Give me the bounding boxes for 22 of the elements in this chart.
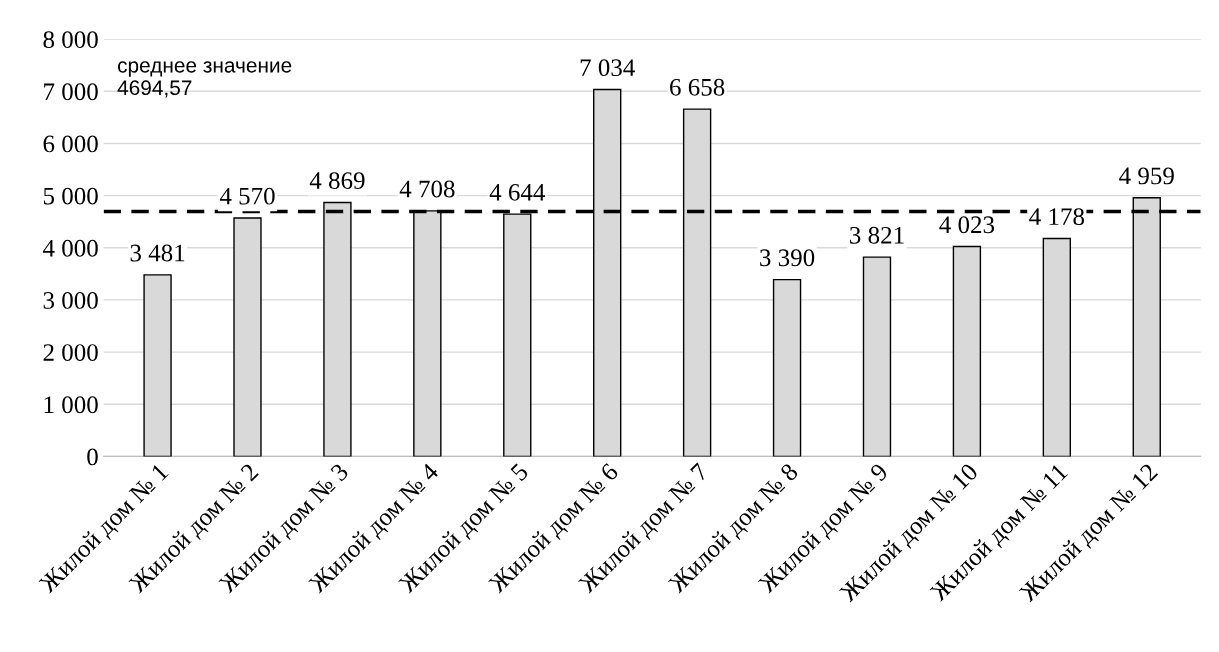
data-label: 4 959 bbox=[1119, 167, 1174, 185]
ref-line-label: среднее значение 4694,57 bbox=[117, 61, 292, 98]
y-tick-label: 4 000 bbox=[42, 239, 98, 257]
data-label: 4 869 bbox=[309, 172, 365, 190]
data-label: 6 658 bbox=[670, 78, 725, 96]
data-label: 7 034 bbox=[580, 59, 635, 77]
y-tick-label: 8 000 bbox=[43, 31, 98, 49]
data-label: 4 570 bbox=[219, 187, 275, 205]
y-tick-label: 6 000 bbox=[43, 135, 98, 153]
y-tick-label: 0 bbox=[87, 448, 98, 466]
data-label: 4 178 bbox=[1029, 208, 1085, 226]
y-tick-label: 3 000 bbox=[43, 291, 98, 309]
data-label: 4 644 bbox=[489, 183, 546, 201]
data-label: 4 023 bbox=[939, 216, 995, 234]
y-tick-label: 7 000 bbox=[44, 83, 98, 101]
y-tick-label: 5 000 bbox=[43, 187, 98, 205]
y-tick-label: 2 000 bbox=[43, 344, 98, 361]
y-tick-label: 1 000 bbox=[44, 396, 98, 414]
data-label: 3 390 bbox=[760, 249, 815, 267]
data-label: 3 481 bbox=[130, 244, 185, 262]
data-label: 3 821 bbox=[850, 226, 904, 244]
data-label: 4 708 bbox=[399, 180, 455, 198]
